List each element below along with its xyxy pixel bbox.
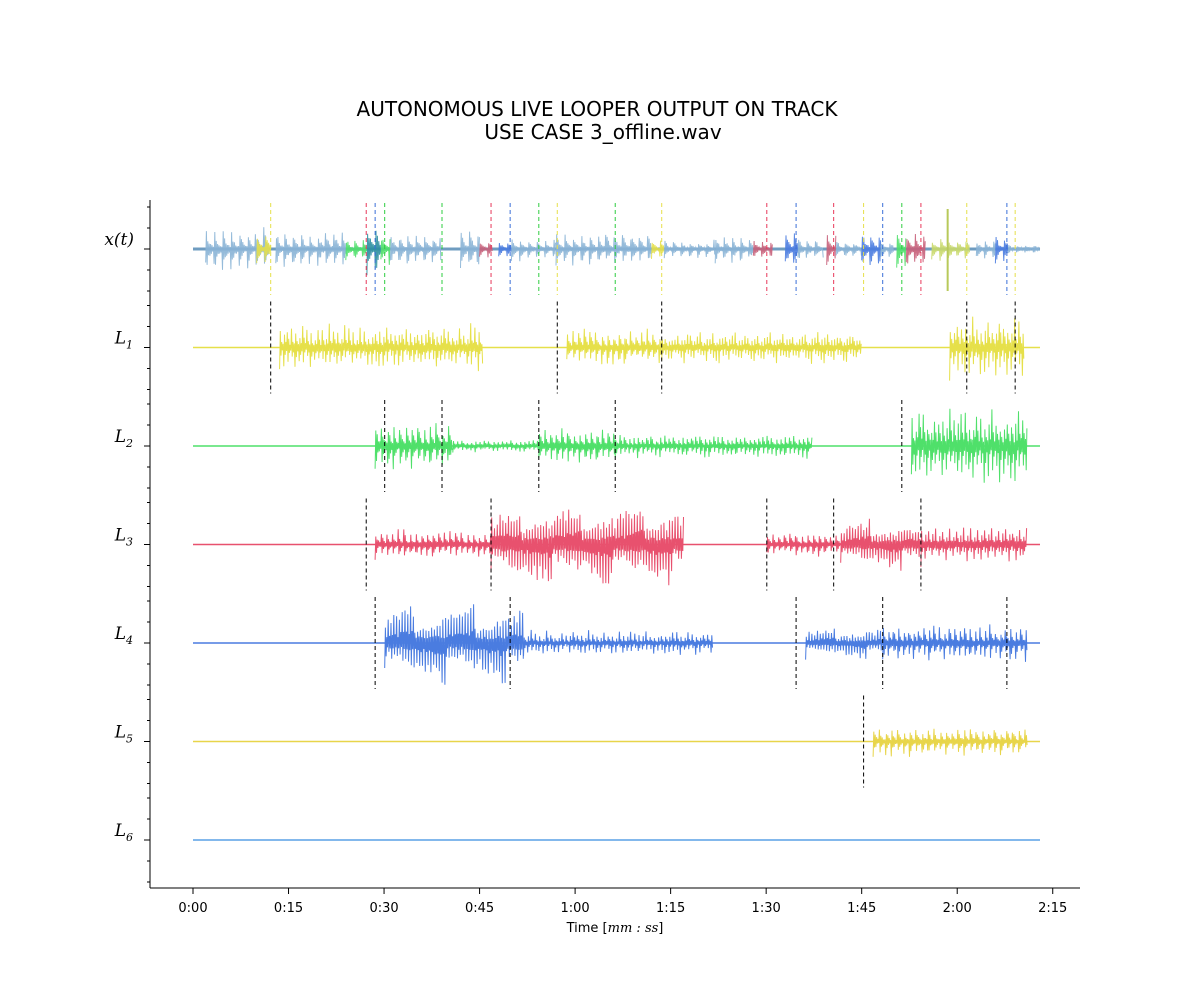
x-axis-label-suffix: ]	[658, 921, 663, 936]
loop-waveform-segment	[374, 423, 453, 470]
track-label-main: L	[114, 723, 126, 743]
x-tick-label: 1:30	[752, 901, 781, 916]
track-label-subscript: 1	[126, 339, 133, 352]
x-tick-label: 1:00	[561, 901, 590, 916]
input-waveform-burst	[651, 240, 665, 259]
track-label: x(t)	[104, 230, 134, 250]
loop-waveform-segment	[882, 624, 1028, 662]
track-label-subscript: 4	[125, 634, 133, 647]
input-waveform-burst	[896, 234, 907, 268]
input-waveform-burst	[714, 237, 754, 264]
x-axis-label-prefix: Time [	[566, 921, 608, 936]
input-waveform-burst	[479, 243, 493, 258]
input-waveform-burst	[826, 235, 837, 266]
loop-waveform-segment	[872, 728, 1028, 757]
x-axis-label: Time [mm : ss]	[566, 921, 664, 936]
input-waveform-burst	[797, 239, 824, 259]
input-waveform-burst	[880, 243, 894, 257]
track-label: L1	[114, 329, 133, 352]
x-tick-label: 0:30	[369, 901, 398, 916]
x-tick-label: 0:00	[178, 901, 207, 916]
loop-waveform-segment	[614, 434, 813, 459]
x-tick-label: 0:15	[274, 901, 303, 916]
loop-waveform-segment	[949, 316, 1025, 381]
loop-waveform-segment	[920, 527, 1028, 567]
plot-area	[193, 203, 1041, 841]
input-waveform-burst	[275, 232, 347, 267]
track-label-main: x(t)	[104, 230, 134, 250]
input-waveform-burst	[256, 236, 272, 264]
loop-waveform-segment	[538, 428, 616, 463]
input-waveform-burst	[460, 231, 480, 269]
track-label: L6	[114, 821, 133, 844]
input-waveform-burst	[905, 233, 926, 264]
chart-title-line-2: USE CASE 3_offline.wav	[484, 120, 721, 144]
input-waveform-burst	[345, 240, 368, 261]
input-waveform-burst	[498, 242, 512, 257]
track-label-subscript: 3	[126, 536, 133, 549]
loop-waveform-segment	[384, 604, 524, 685]
input-waveform-burst	[835, 241, 862, 256]
track-label-subscript: 6	[126, 831, 133, 844]
loop-waveform-segment	[566, 328, 662, 365]
x-tick-label: 1:45	[847, 901, 876, 916]
axes: 0:00 0:15 0:30 0:45 1:00 1:15 1:30 1:45 2:00 2:15	[144, 200, 1080, 916]
track-label: L3	[114, 526, 133, 549]
loop-waveform-segment	[766, 533, 841, 557]
x-tick-label: 2:00	[943, 901, 972, 916]
track-label: L4	[114, 624, 133, 647]
track-label-main: L	[114, 624, 126, 644]
input-waveform-burst	[994, 236, 1009, 264]
x-tick-label: 2:15	[1038, 901, 1067, 916]
input-waveform-burst	[510, 239, 556, 262]
input-waveform-burst	[975, 241, 996, 259]
input-waveform-burst	[366, 230, 382, 276]
loop-waveform-segment	[840, 518, 921, 571]
input-waveform-burst	[752, 240, 773, 257]
track-label: L5	[114, 723, 133, 746]
track-label-main: L	[114, 427, 126, 447]
x-tick-label: 1:15	[656, 901, 685, 916]
input-waveform-burst	[1007, 244, 1041, 254]
track-label: L2	[114, 427, 133, 450]
input-waveform-burst	[931, 239, 970, 261]
input-waveform-burst	[555, 234, 652, 266]
chart-title-line-1: AUTONOMOUS LIVE LOOPER OUTPUT ON TRACK	[357, 97, 839, 121]
loop-waveform-segment	[452, 440, 539, 453]
track-label-subscript: 5	[126, 733, 133, 746]
input-waveform-burst	[389, 235, 442, 264]
track-label-main: L	[114, 526, 126, 546]
loop-waveform-segment	[279, 323, 484, 372]
loop-waveform-segment	[374, 529, 492, 560]
track-label-main: L	[114, 329, 126, 349]
loop-waveform-segment	[523, 629, 713, 657]
loop-waveform-segment	[910, 408, 1028, 483]
track-label-subscript: 2	[125, 437, 133, 450]
input-waveform-burst	[205, 227, 270, 270]
x-axis-label-units: mm : ss	[608, 921, 659, 936]
loop-waveform-segment	[661, 332, 862, 364]
x-tick-label: 0:45	[465, 901, 494, 916]
loop-waveform-segment	[805, 628, 884, 660]
input-waveform-burst	[663, 239, 716, 259]
input-waveform-burst	[380, 239, 391, 265]
loop-waveform-segment	[490, 509, 684, 586]
input-waveform-burst	[861, 236, 882, 266]
track-label-main: L	[114, 821, 126, 841]
